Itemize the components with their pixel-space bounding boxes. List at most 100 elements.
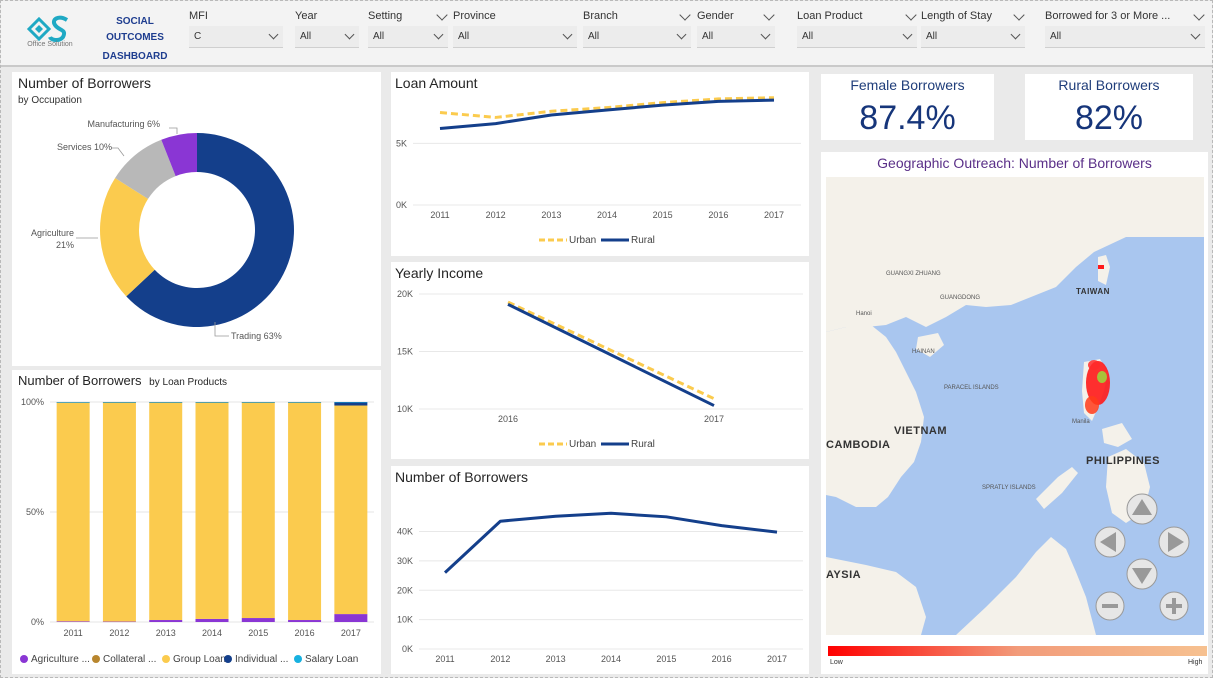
chart-title-text: Number of Borrowers (18, 373, 142, 388)
zoom-in-button[interactable] (1159, 591, 1189, 621)
bar-segment[interactable] (334, 614, 368, 622)
chevron-down-icon (562, 29, 573, 40)
pan-right-button[interactable] (1158, 526, 1190, 558)
donut-slice-trading[interactable] (126, 133, 295, 327)
x-tick-label: 2011 (430, 210, 449, 220)
x-tick-label: 2011 (63, 628, 82, 638)
filter-mfi[interactable]: MFI C (189, 7, 283, 48)
filter-dropdown[interactable]: All (797, 26, 917, 48)
legend-marker (20, 655, 28, 663)
chevron-down-icon[interactable] (1193, 9, 1205, 21)
bar-segment[interactable] (334, 402, 368, 403)
filter-dropdown[interactable]: All (697, 26, 775, 48)
filter-label: Gender (697, 7, 775, 25)
legend-item[interactable]: Group Loan (173, 654, 226, 665)
bar-segment[interactable] (334, 402, 368, 406)
series-line-urban[interactable] (507, 300, 715, 401)
bar-segment[interactable] (102, 621, 136, 623)
bar-segment[interactable] (56, 402, 90, 622)
x-tick-label: 2012 (490, 654, 510, 664)
filter-label-text: Branch (583, 10, 618, 22)
bar-segment[interactable] (288, 620, 322, 622)
legend-item[interactable]: Individual ... (235, 654, 288, 665)
chevron-down-icon[interactable] (679, 9, 691, 21)
loan-amount-line-chart: 0K 5K 2011 2012 2013 2014 2015 2016 2017 Urban Rur… (396, 96, 801, 246)
filter-dropdown[interactable]: All (453, 26, 577, 48)
x-tick-label: 2016 (498, 414, 518, 424)
borrowers-line-chart: 0K 10K 20K 30K 40K 2011 2012 2013 2014 2015 2016 20… (397, 511, 803, 664)
filter-dropdown[interactable]: All (921, 26, 1025, 48)
chevron-down-icon[interactable] (763, 9, 775, 21)
filter-dropdown[interactable]: All (1045, 26, 1205, 48)
filter-year[interactable]: Year All (295, 7, 359, 48)
map-label-paracel: PARACEL ISLANDS (944, 385, 999, 391)
bar-segment[interactable] (56, 402, 90, 403)
bar-segment[interactable] (241, 402, 275, 619)
legend-item[interactable]: Agriculture ... (31, 654, 90, 665)
legend-item[interactable]: Rural (631, 439, 655, 450)
donut-slice-services[interactable] (115, 139, 176, 199)
map-label-manila: Manila (1072, 419, 1090, 425)
series-line-urban[interactable] (439, 96, 775, 119)
bar-segment[interactable] (102, 402, 136, 622)
series-line-borrowers[interactable] (443, 511, 778, 574)
yearly-income-panel: Yearly Income 10K 15K 20K 2016 2017 Urban Rura… (391, 262, 809, 459)
filter-dropdown[interactable]: All (583, 26, 691, 48)
pan-down-button[interactable] (1126, 558, 1158, 590)
bar-segment[interactable] (195, 402, 229, 403)
x-tick-label: 2012 (486, 210, 506, 220)
legend-item[interactable]: Urban (569, 235, 596, 246)
series-line-rural[interactable] (439, 98, 775, 131)
bar-segment[interactable] (102, 402, 136, 403)
legend-item[interactable]: Rural (631, 235, 655, 246)
pan-left-button[interactable] (1094, 526, 1126, 558)
bar-segment[interactable] (195, 402, 229, 619)
bar-segment[interactable] (288, 402, 322, 403)
occupation-donut-panel: Number of Borrowers by Occupation Manufa… (12, 72, 381, 366)
zoom-out-button[interactable] (1095, 591, 1125, 621)
legend-item[interactable]: Salary Loan (305, 654, 358, 665)
filter-label: Loan Product (797, 7, 917, 25)
chevron-down-icon[interactable] (1013, 9, 1025, 21)
chevron-down-icon[interactable] (905, 9, 917, 21)
filter-loan-product[interactable]: Loan Product All (797, 7, 917, 48)
geographic-map[interactable]: VIETNAM CAMBODIA PHILIPPINES TAIWAN AYSI… (826, 177, 1204, 635)
bar-segment[interactable] (56, 621, 90, 622)
bar-segment[interactable] (195, 618, 229, 622)
bar-segment[interactable] (288, 402, 322, 621)
legend-marker (224, 655, 232, 663)
x-tick-label: 2016 (708, 210, 728, 220)
map-label-hainan: HAINAN (912, 349, 935, 355)
bar-segment[interactable] (241, 618, 275, 622)
pan-up-button[interactable] (1126, 493, 1158, 525)
x-tick-label: 2011 (435, 654, 454, 664)
filter-borrowed-3-or-more[interactable]: Borrowed for 3 or More ... All (1045, 7, 1205, 48)
logo-subtitle: Office Solution (27, 41, 73, 48)
bar-segment[interactable] (334, 405, 368, 615)
legend-item[interactable]: Urban (569, 439, 596, 450)
filter-gender[interactable]: Gender All (697, 7, 775, 48)
x-tick-label: 2014 (202, 628, 222, 638)
filter-province[interactable]: Province All (453, 7, 577, 48)
filter-setting[interactable]: Setting All (368, 7, 448, 48)
bar-segment[interactable] (241, 402, 275, 403)
bar-segment[interactable] (149, 402, 183, 403)
y-tick-label: 50% (26, 507, 44, 517)
x-tick-label: 2016 (295, 628, 315, 638)
filter-branch[interactable]: Branch All (583, 7, 691, 48)
filter-dropdown[interactable]: All (368, 26, 448, 48)
x-tick-label: 2017 (341, 628, 361, 638)
x-tick-label: 2015 (656, 654, 676, 664)
bar-segment[interactable] (149, 402, 183, 621)
card-title: Rural Borrowers (1058, 77, 1160, 93)
filter-length-of-stay[interactable]: Length of Stay All (921, 7, 1025, 48)
donut-slice-manufacturing[interactable] (161, 133, 197, 177)
chevron-down-icon[interactable] (436, 9, 448, 21)
filter-dropdown[interactable]: All (295, 26, 359, 48)
filter-dropdown[interactable]: C (189, 26, 283, 48)
series-line-rural[interactable] (507, 303, 715, 407)
donut-slice-agriculture[interactable] (100, 178, 155, 297)
filter-label: Setting (368, 7, 448, 25)
bar-segment[interactable] (149, 620, 183, 622)
legend-item[interactable]: Collateral ... (103, 654, 156, 665)
